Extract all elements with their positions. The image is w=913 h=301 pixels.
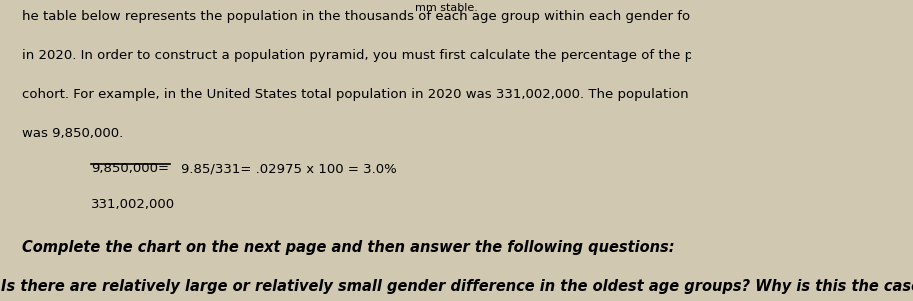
Text: Is there are relatively large or relatively small gender difference in the oldes: Is there are relatively large or relativ… xyxy=(2,279,913,294)
Text: 9,850,000=: 9,850,000= xyxy=(91,163,169,175)
Text: cohort. For example, in the United States total population in 2020 was 331,002,0: cohort. For example, in the United State… xyxy=(22,88,831,101)
Text: was 9,850,000.: was 9,850,000. xyxy=(22,127,123,140)
Text: he table below represents the population in the thousands of each age group with: he table below represents the population… xyxy=(22,10,816,23)
Text: Complete the chart on the next page and then answer the following questions:: Complete the chart on the next page and … xyxy=(22,240,675,255)
Text: 9.85/331= .02975 x 100 = 3.0%: 9.85/331= .02975 x 100 = 3.0% xyxy=(181,163,396,175)
Text: 331,002,000: 331,002,000 xyxy=(91,198,175,211)
Text: in 2020. In order to construct a population pyramid, you must first calculate th: in 2020. In order to construct a populat… xyxy=(22,49,809,62)
Text: mm stable.: mm stable. xyxy=(415,3,477,13)
